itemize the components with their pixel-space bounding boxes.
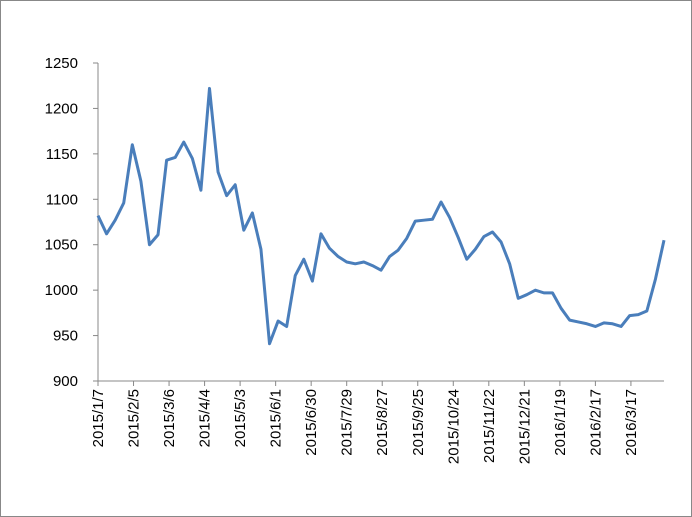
line-series [96, 86, 666, 346]
x-tick-label: 2016/1/19 [552, 389, 569, 456]
y-tick-label: 1000 [45, 282, 78, 299]
x-tick-label: 2016/2/17 [587, 389, 604, 456]
x-tick-label: 2015/7/29 [339, 389, 356, 456]
y-tick-label: 1100 [46, 191, 78, 208]
x-tick-label: 2015/9/25 [410, 389, 427, 456]
x-tick-label: 2015/6/1 [268, 389, 285, 447]
y-tick-label: 1250 [45, 55, 78, 72]
y-tick-label: 950 [53, 328, 78, 345]
x-tick-label: 2016/3/17 [623, 389, 640, 456]
x-tick-label: 2015/2/5 [126, 389, 143, 447]
x-tick-label: 2015/10/24 [445, 389, 462, 464]
x-tick-label: 2015/1/7 [90, 389, 107, 447]
y-tick-label: 900 [53, 373, 78, 390]
x-tick-label: 2015/12/21 [516, 389, 533, 464]
x-tick-label: 2015/6/30 [303, 389, 320, 456]
x-tick-label: 2015/4/4 [197, 389, 214, 447]
x-tick-label: 2015/3/6 [161, 389, 178, 447]
y-tick-label: 1150 [46, 146, 78, 163]
y-tick-label: 1200 [45, 100, 78, 117]
x-tick-label: 2015/11/22 [481, 389, 498, 463]
x-tick-label: 2015/8/27 [374, 389, 391, 456]
x-tick-label: 2015/5/3 [232, 389, 249, 447]
y-tick-label: 1050 [45, 237, 78, 254]
